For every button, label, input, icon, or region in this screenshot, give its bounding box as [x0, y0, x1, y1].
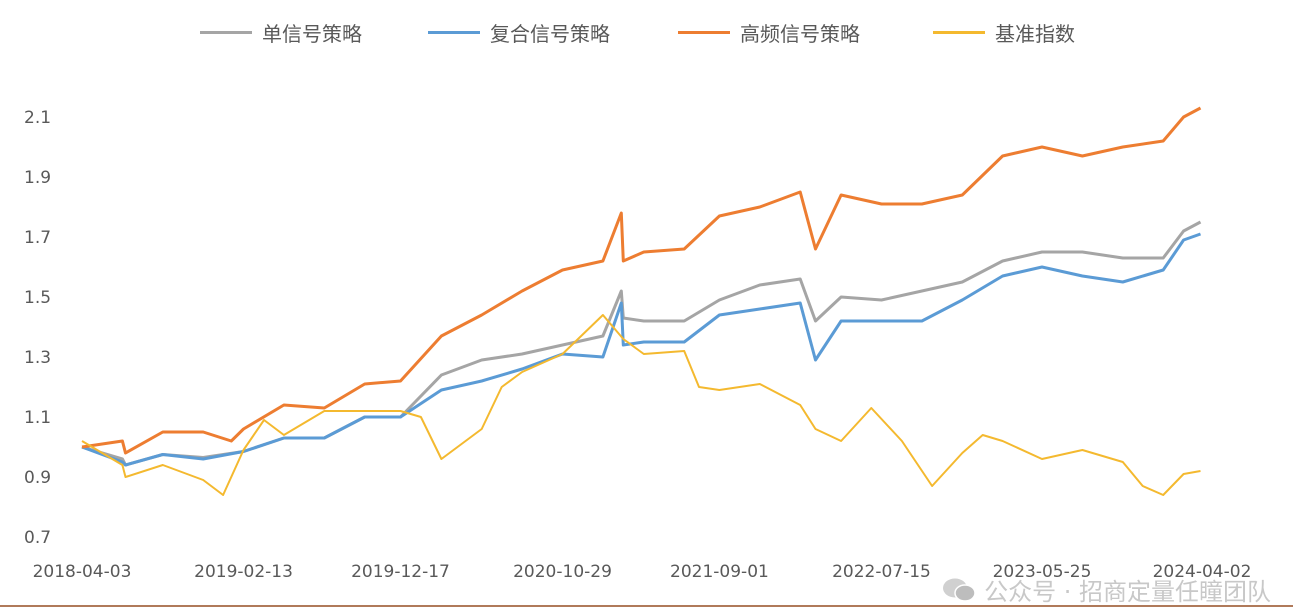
- x-tick-label: 2020-10-29: [513, 562, 612, 582]
- y-tick-label: 1.3: [24, 348, 51, 368]
- legend-label: 高频信号策略: [740, 22, 860, 46]
- legend-label: 基准指数: [995, 22, 1075, 46]
- x-tick-label: 2019-12-17: [351, 562, 450, 582]
- legend-item-highfreq: 高频信号策略: [678, 18, 860, 47]
- series-line-2: [81, 106, 1202, 455]
- y-tick-label: 1.9: [24, 168, 51, 188]
- x-tick-label: 2022-07-15: [832, 562, 931, 582]
- x-tick-label: 2021-09-01: [670, 562, 769, 582]
- series-line-1: [81, 232, 1202, 467]
- watermark-text: 公众号 · 招商定量任瞳团队: [984, 578, 1271, 606]
- legend-swatch: [428, 31, 480, 34]
- legend-item-single: 单信号策略: [200, 18, 362, 47]
- y-tick-label: 1.1: [24, 408, 51, 428]
- x-tick-label: 2018-04-03: [33, 562, 132, 582]
- x-tick-label: 2023-05-25: [993, 562, 1092, 582]
- y-tick-label: 0.7: [24, 528, 51, 548]
- bottom-rule: [0, 605, 1293, 607]
- x-tick-label: 2024-04-02: [1153, 562, 1252, 582]
- legend: 单信号策略 复合信号策略 高频信号策略 基准指数: [0, 18, 1293, 48]
- wechat-icon: [943, 578, 976, 602]
- y-tick-label: 1.7: [24, 228, 51, 248]
- legend-item-composite: 复合信号策略: [428, 18, 610, 47]
- x-tick-label: 2019-02-13: [194, 562, 293, 582]
- legend-swatch: [200, 31, 252, 34]
- legend-item-benchmark: 基准指数: [933, 18, 1075, 47]
- legend-label: 单信号策略: [262, 22, 362, 46]
- legend-label: 复合信号策略: [490, 22, 610, 46]
- y-tick-label: 2.1: [24, 108, 51, 128]
- y-tick-label: 1.5: [24, 288, 51, 308]
- legend-swatch: [678, 31, 730, 34]
- watermark: 公众号 · 招商定量任瞳团队: [942, 572, 1271, 607]
- y-tick-label: 0.9: [24, 468, 51, 488]
- legend-swatch: [933, 31, 985, 34]
